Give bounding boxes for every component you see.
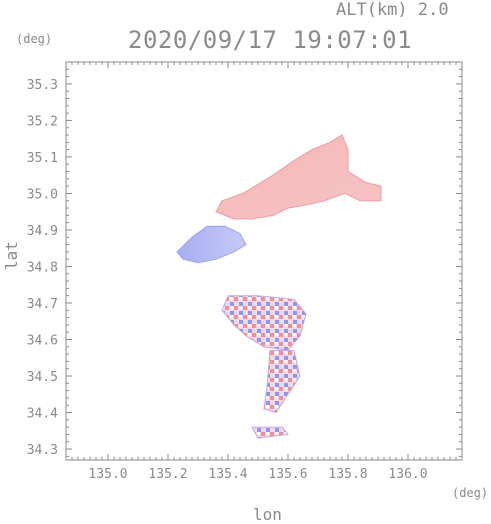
echo-region-south-tail (251, 426, 289, 439)
y-tick-label: 35.1 (27, 151, 58, 166)
y-tick-label: 34.4 (27, 407, 58, 422)
x-tick-label: 135.0 (88, 467, 127, 482)
y-tick-label: 34.6 (27, 334, 58, 349)
y-tick-label: 34.7 (27, 297, 58, 312)
y-tick-label: 35.0 (27, 187, 58, 202)
altitude-label: ALT(km) 2.0 (336, 0, 449, 20)
echo-region-north-east (215, 134, 382, 220)
y-tick-label: 35.3 (27, 78, 58, 93)
ticks: 135.0 135.2 135.4 135.6 135.8 136.0 34.3 34.4 34… (27, 61, 463, 482)
y-unit-label: (deg) (16, 32, 53, 46)
y-tick-label: 34.3 (27, 443, 58, 458)
x-tick-label: 135.8 (328, 467, 367, 482)
x-unit-label: (deg) (452, 486, 489, 500)
axes-frame (65, 61, 463, 461)
plot-frame (65, 61, 463, 461)
echo-region-south-mixed-lower (263, 350, 301, 414)
y-tick-label: 34.9 (27, 224, 58, 239)
y-tick-label: 34.8 (27, 260, 58, 275)
y-tick-label: 35.2 (27, 114, 58, 129)
timestamp-title: 2020/09/17 19:07:01 (128, 26, 413, 54)
y-tick-label: 34.5 (27, 370, 58, 385)
echo-region-south-mixed-upper (221, 295, 307, 352)
echo-regions (176, 134, 382, 439)
x-tick-label: 136.0 (388, 467, 427, 482)
x-tick-label: 135.4 (208, 467, 247, 482)
x-axis-label: lon (253, 505, 282, 524)
echo-region-north-west (176, 225, 247, 264)
x-tick-label: 135.6 (268, 467, 307, 482)
x-tick-label: 135.2 (148, 467, 187, 482)
